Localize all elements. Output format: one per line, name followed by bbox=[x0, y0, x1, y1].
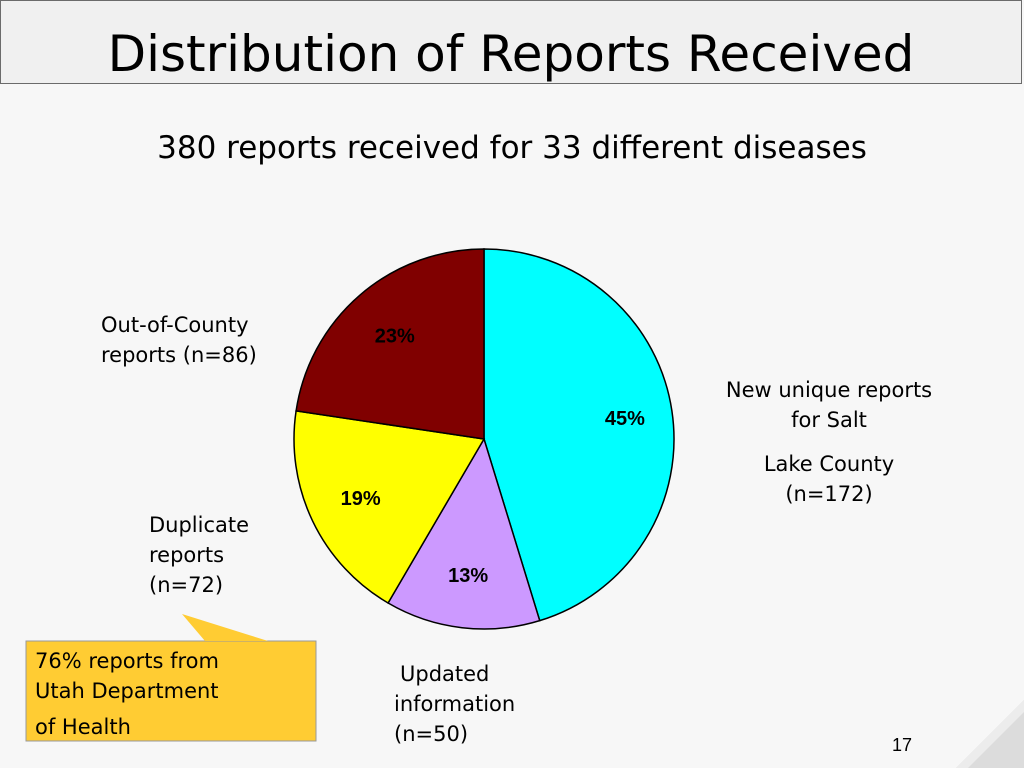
label-new-unique-reports: New unique reports for Salt Lake County … bbox=[725, 378, 933, 506]
pie-percent-updated-information: 13% bbox=[448, 565, 488, 587]
callout-text: 76% reports from Utah Department of Heal… bbox=[35, 649, 219, 739]
pie-slices bbox=[293, 248, 675, 630]
slide-subtitle: 380 reports received for 33 different di… bbox=[157, 130, 867, 166]
pie-percent-duplicate: 19% bbox=[341, 488, 381, 510]
pie-slice-duplicate bbox=[293, 409, 486, 605]
label-updated-information: Updated information (n=50) bbox=[394, 662, 516, 746]
label-duplicate-reports: Duplicate reports (n=72) bbox=[149, 513, 250, 597]
pie-slice-updated-information bbox=[387, 437, 541, 630]
pie-slice-out-of-county bbox=[295, 248, 485, 440]
pie-percent-new-unique: 45% bbox=[605, 408, 645, 430]
slide-title: Distribution of Reports Received bbox=[107, 25, 915, 83]
label-out-of-county-reports: Out-of-County reports (n=86) bbox=[101, 313, 257, 367]
pie-slice-new-unique bbox=[483, 248, 675, 622]
page-corner-fold bbox=[956, 700, 1024, 768]
page-number: 17 bbox=[892, 735, 913, 755]
callout-pointer bbox=[182, 614, 268, 641]
title-bar: Distribution of Reports Received bbox=[0, 0, 1022, 84]
pie-percent-out-of-county: 23% bbox=[375, 325, 415, 347]
pie-percent-labels: 45% 13% 19% 23% bbox=[341, 325, 646, 587]
